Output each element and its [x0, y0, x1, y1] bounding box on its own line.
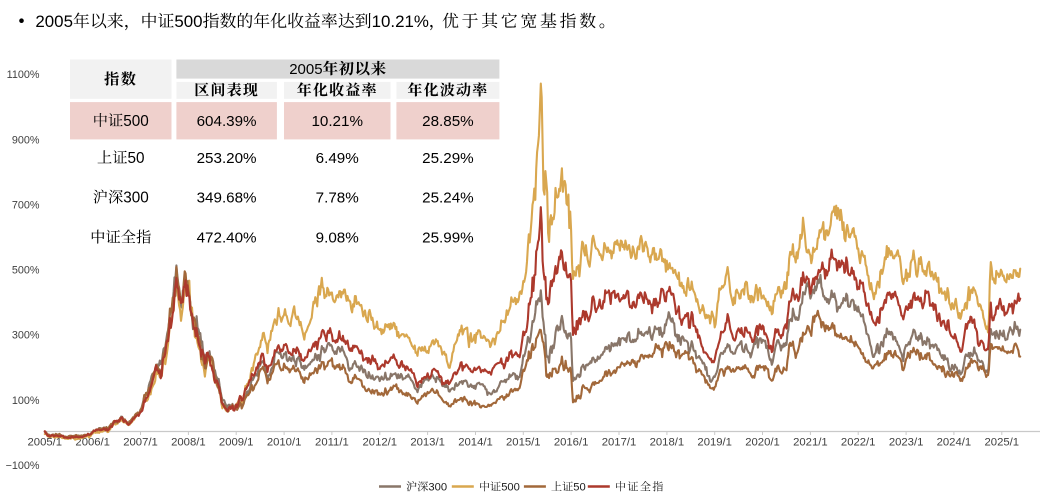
svg-text:2016/1: 2016/1 [554, 437, 589, 449]
svg-text:50: 50 [128, 150, 145, 167]
svg-text:2007/1: 2007/1 [123, 437, 158, 449]
svg-text:100%: 100% [12, 395, 40, 407]
svg-text:−100%: −100% [6, 460, 40, 472]
svg-text:500: 500 [174, 12, 202, 31]
svg-text:2021/1: 2021/1 [793, 437, 828, 449]
svg-text:2009/1: 2009/1 [219, 437, 254, 449]
svg-text:300%: 300% [12, 330, 40, 342]
svg-text:300: 300 [428, 482, 447, 494]
svg-text:500: 500 [501, 482, 520, 494]
svg-text:2005: 2005 [289, 61, 322, 78]
svg-text:50: 50 [573, 482, 585, 494]
svg-text:2013/1: 2013/1 [410, 437, 445, 449]
svg-text:349.68%: 349.68% [197, 190, 257, 207]
svg-text:9.08%: 9.08% [316, 230, 359, 247]
svg-text:2018/1: 2018/1 [650, 437, 685, 449]
svg-text:2006/1: 2006/1 [75, 437, 110, 449]
svg-text:2015/1: 2015/1 [506, 437, 541, 449]
svg-text:25.24%: 25.24% [422, 190, 474, 207]
svg-text:472.40%: 472.40% [197, 230, 257, 247]
svg-text:2005: 2005 [35, 12, 73, 31]
svg-text:2008/1: 2008/1 [171, 437, 206, 449]
svg-text:25.99%: 25.99% [422, 230, 474, 247]
svg-text:1100%: 1100% [7, 69, 40, 81]
svg-text:2023/1: 2023/1 [889, 437, 924, 449]
svg-text:6.49%: 6.49% [316, 150, 359, 167]
svg-text:2014/1: 2014/1 [458, 437, 493, 449]
svg-text:500: 500 [123, 113, 149, 130]
svg-text:900%: 900% [12, 134, 40, 146]
svg-text:604.39%: 604.39% [197, 113, 257, 130]
svg-text:2012/1: 2012/1 [363, 437, 398, 449]
svg-text:2019/1: 2019/1 [697, 437, 732, 449]
svg-text:2017/1: 2017/1 [602, 437, 637, 449]
svg-text:500%: 500% [12, 265, 40, 277]
svg-text:300: 300 [123, 189, 149, 206]
svg-text:253.20%: 253.20% [197, 150, 257, 167]
svg-text:2022/1: 2022/1 [841, 437, 876, 449]
svg-text:700%: 700% [12, 200, 40, 212]
svg-text:2005/1: 2005/1 [28, 437, 63, 449]
svg-text:25.29%: 25.29% [422, 150, 474, 167]
svg-text:2024/1: 2024/1 [937, 437, 972, 449]
svg-text:10.21%: 10.21% [372, 12, 429, 31]
svg-text:28.85%: 28.85% [422, 113, 474, 130]
svg-text:10.21%: 10.21% [311, 113, 363, 130]
svg-text:2020/1: 2020/1 [745, 437, 780, 449]
svg-text:7.78%: 7.78% [316, 190, 359, 207]
svg-text:2025/1: 2025/1 [985, 437, 1020, 449]
svg-text:2011/1: 2011/1 [315, 437, 349, 449]
svg-text:2010/1: 2010/1 [267, 437, 302, 449]
